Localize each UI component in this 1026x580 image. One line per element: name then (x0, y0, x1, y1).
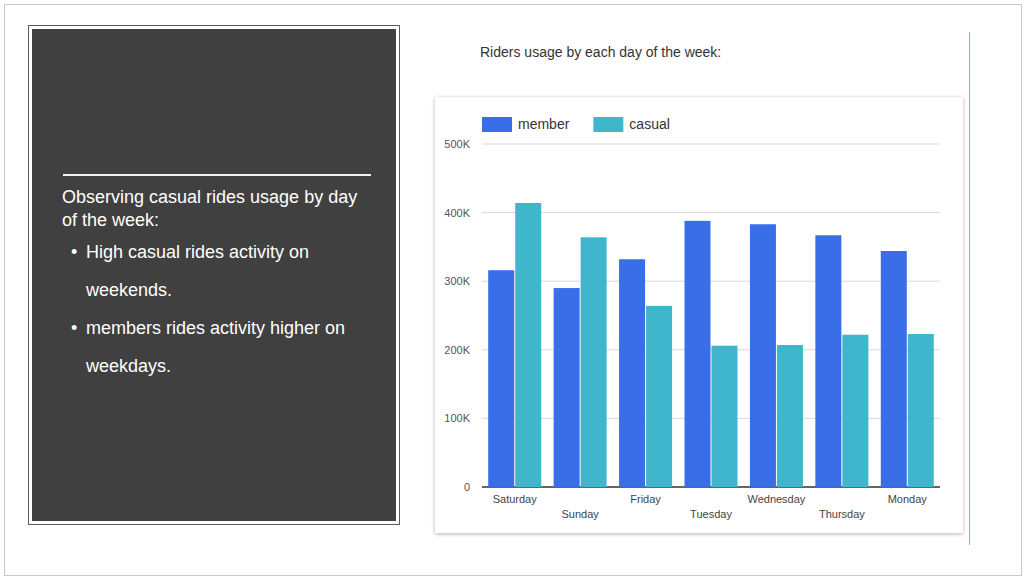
divider (969, 32, 970, 545)
grid-line (482, 281, 940, 282)
chart-card: 0 100K 200K 300K 400K 500K Saturday Sunday Frida… (435, 97, 963, 533)
bar (515, 203, 541, 487)
bar (881, 251, 907, 487)
x-tick-label: Saturday (493, 493, 538, 505)
grid-line (482, 418, 940, 419)
bullet: High casual rides activity on weekends. (62, 233, 362, 309)
y-tick-label: 100K (444, 412, 470, 424)
bullet-list: High casual rides activity on weekends.m… (62, 233, 362, 385)
bar (646, 306, 672, 487)
bar (750, 224, 776, 487)
x-tick-label: Thursday (819, 508, 865, 520)
y-tick-label: 0 (464, 481, 470, 493)
bar (619, 259, 645, 487)
bars (488, 203, 934, 487)
x-tick-label: Friday (630, 493, 661, 505)
grid-line (482, 487, 940, 488)
y-tick-label: 400K (444, 207, 470, 219)
x-tick-label: Wednesday (747, 493, 805, 505)
y-tick-label: 200K (444, 344, 470, 356)
legend-swatch (593, 117, 623, 132)
legend-label: member (518, 116, 570, 132)
x-axis-line (482, 487, 940, 488)
y-tick-label: 300K (444, 275, 470, 287)
grid-line (482, 349, 940, 350)
bar (554, 288, 580, 487)
bar (777, 345, 803, 487)
bar (488, 270, 514, 487)
bar (581, 237, 607, 487)
bullet: members rides activity higher on weekday… (62, 309, 362, 385)
y-tick-label: 500K (444, 138, 470, 150)
bar (685, 221, 711, 487)
text-panel: Observing casual rides usage by day of t… (28, 25, 400, 525)
panel-body: Observing casual rides usage by day of t… (32, 29, 396, 521)
bar (842, 335, 868, 487)
grid-line (482, 144, 940, 145)
panel-rule (63, 174, 371, 176)
legend-swatch (482, 117, 512, 132)
heading: Observing casual rides usage by day of t… (62, 186, 362, 232)
bar (908, 334, 934, 487)
bar (712, 346, 738, 487)
x-tick-label: Monday (888, 493, 928, 505)
x-tick-label: Tuesday (690, 508, 732, 520)
legend-label: casual (629, 116, 669, 132)
grid-line (482, 212, 940, 213)
bar (815, 235, 841, 487)
chart-title: Riders usage by each day of the week: (480, 44, 721, 60)
chart-svg: 0 100K 200K 300K 400K 500K Saturday Sunday Frida… (435, 97, 963, 533)
x-tick-label: Sunday (561, 508, 599, 520)
